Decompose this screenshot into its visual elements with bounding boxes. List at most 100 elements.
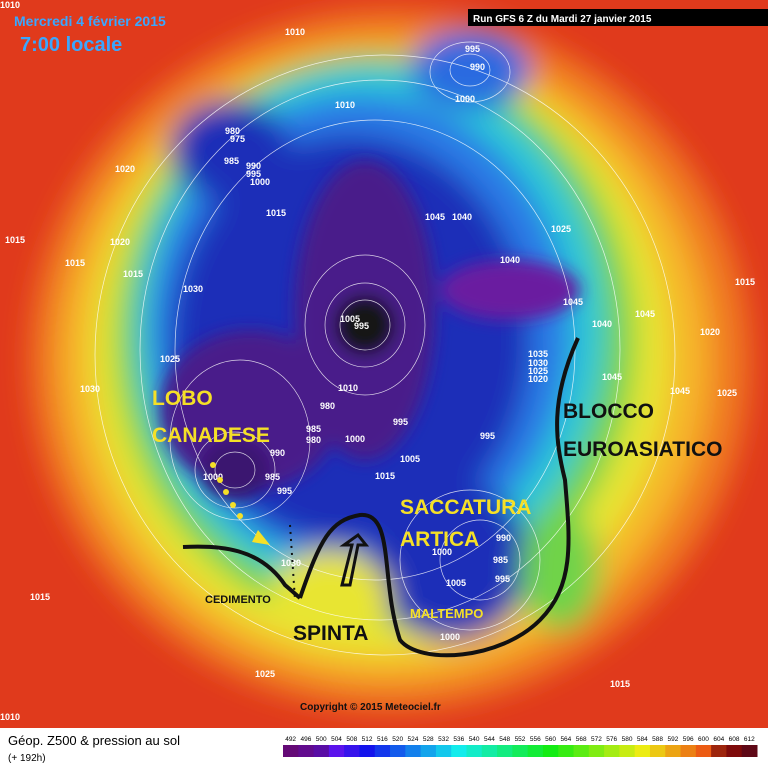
isobar-label: 1015: [5, 235, 25, 245]
colorbar-label: 592: [667, 736, 678, 743]
isobar-label: 1000: [250, 177, 270, 187]
isobar-label: 985: [265, 472, 280, 482]
colorbar-label: 496: [301, 736, 312, 743]
isobar-label: 1025: [255, 669, 275, 679]
colorbar-swatch: [619, 745, 636, 757]
colorbar-label: 532: [438, 736, 449, 743]
colorbar-swatch: [680, 745, 697, 757]
colorbar-swatch: [665, 745, 682, 757]
colorbar-swatch: [313, 745, 330, 757]
colorbar-swatch: [634, 745, 651, 757]
colorbar-swatch: [405, 745, 422, 757]
run-banner: [468, 9, 768, 26]
isobar-label: 1025: [160, 354, 180, 364]
colorbar-label: 512: [362, 736, 373, 743]
colorbar-swatch: [542, 745, 559, 757]
isobar-label: 1010: [338, 383, 358, 393]
annotation-dots: [210, 462, 270, 545]
colorbar-swatch: [726, 745, 743, 757]
colorbar-label: 536: [453, 736, 464, 743]
isobar-label: 1015: [123, 269, 143, 279]
isobar-label: 1030: [528, 358, 548, 368]
isobar-label: 985: [224, 156, 239, 166]
isobar-label: 1045: [425, 212, 445, 222]
annotation: SPINTA: [293, 622, 368, 645]
annotation: SACCATURA: [400, 496, 531, 519]
isobar-label: 1010: [335, 100, 355, 110]
colorbar-label: 600: [698, 736, 709, 743]
colorbar-label: 548: [499, 736, 510, 743]
isobar-label: 995: [393, 417, 408, 427]
isobar-label: 1025: [551, 224, 571, 234]
colorbar-swatch: [359, 745, 376, 757]
colorbar-label: 584: [637, 736, 648, 743]
annotation: LOBO: [152, 387, 213, 410]
isobar-label: 1015: [266, 208, 286, 218]
isobar-label: 1045: [670, 386, 690, 396]
run-info: Run GFS 6 Z du Mardi 27 janvier 2015: [473, 14, 652, 25]
colorbar-swatch: [497, 745, 513, 757]
isobar-label: 1000: [432, 547, 452, 557]
colorbar-label: 576: [606, 736, 617, 743]
colorbar-label: 516: [377, 736, 388, 743]
isobar-label: 1030: [281, 558, 301, 568]
isobar-label: 1025: [528, 366, 548, 376]
time: 7:00 locale: [20, 34, 122, 56]
annotation: BLOCCO: [563, 400, 654, 423]
isobar-label: 1045: [563, 297, 583, 307]
isobar-label: 990: [470, 62, 485, 72]
isobar-label: 995: [495, 574, 510, 584]
colorbar-swatch: [451, 745, 467, 757]
isobar-label: 1010: [0, 0, 20, 10]
isobar-label: 1015: [610, 679, 630, 689]
colorbar-swatch: [466, 745, 483, 757]
colorbar-swatch: [481, 745, 498, 757]
colorbar-label: 568: [576, 736, 587, 743]
isobar-label: 990: [246, 161, 261, 171]
colorbar-label: 604: [713, 736, 724, 743]
colorbar-swatch: [420, 745, 437, 757]
isobar-label: 1010: [0, 712, 20, 722]
isobar-label: 1005: [400, 454, 420, 464]
isobar-label: 995: [480, 431, 495, 441]
colorbar-label: 500: [316, 736, 327, 743]
colorbar-label: 596: [683, 736, 694, 743]
colorbar-label: 540: [469, 736, 480, 743]
isobar-label: 1025: [717, 388, 737, 398]
colorbar-swatch: [328, 745, 345, 757]
colorbar-swatch: [435, 745, 452, 757]
copyright: Copyright © 2015 Meteociel.fr: [300, 702, 441, 713]
isobar-label: 995: [246, 169, 261, 179]
colorbar-label: 588: [652, 736, 663, 743]
annotation-lines: [182, 337, 580, 658]
colorbar-label: 572: [591, 736, 602, 743]
isobar-label: 1020: [115, 164, 135, 174]
colorbar-swatch: [512, 745, 529, 757]
footer-lead: (+ 192h): [8, 753, 46, 764]
colorbar-label: 556: [530, 736, 541, 743]
isobar-label: 1015: [65, 258, 85, 268]
annotation: ARTICA: [400, 528, 479, 551]
isobar-label: 1045: [635, 309, 655, 319]
colorbar-swatch: [604, 745, 620, 757]
isobar-label: 1015: [735, 277, 755, 287]
isobar-label: 1005: [446, 578, 466, 588]
colorbar-label: 608: [729, 736, 740, 743]
colorbar-swatch: [390, 745, 406, 757]
colorbar-swatch: [741, 745, 758, 757]
colorbar-swatch: [573, 745, 590, 757]
isobar-label: 995: [354, 321, 369, 331]
isobar-label: 1035: [528, 349, 548, 359]
footer-title: Géop. Z500 & pression au sol: [8, 733, 180, 748]
colorbar-label: 492: [285, 736, 296, 743]
isobar-label: 975: [230, 134, 245, 144]
isobar-label: 1045: [602, 372, 622, 382]
isobar-label: 1020: [528, 374, 548, 384]
colorbar-swatch: [695, 745, 712, 757]
isobar-label: 1030: [183, 284, 203, 294]
isobar-label: 1010: [285, 27, 305, 37]
colorbar-label: 520: [392, 736, 403, 743]
height-field: [0, 0, 768, 728]
colorbar-swatch: [283, 745, 299, 757]
